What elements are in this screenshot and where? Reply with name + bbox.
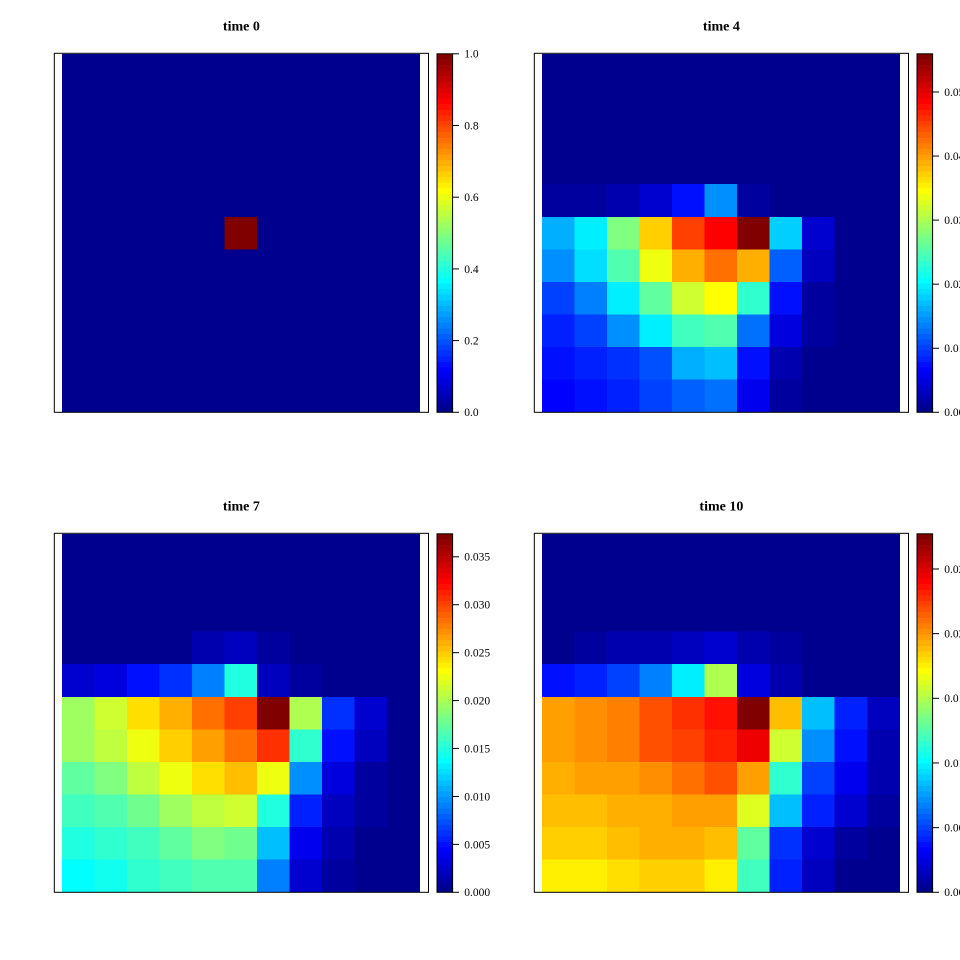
svg-text:0.015: 0.015 [944, 693, 960, 705]
svg-text:0.01: 0.01 [944, 343, 960, 355]
svg-text:0.4: 0.4 [464, 264, 479, 276]
svg-text:0.025: 0.025 [944, 564, 960, 576]
svg-text:0.6: 0.6 [464, 192, 479, 204]
svg-text:0.00: 0.00 [944, 407, 960, 419]
svg-text:time 0: time 0 [223, 20, 260, 35]
svg-text:0.025: 0.025 [464, 648, 490, 660]
svg-text:time 4: time 4 [703, 20, 740, 35]
svg-text:0.005: 0.005 [944, 823, 960, 835]
svg-text:0.020: 0.020 [944, 629, 960, 641]
svg-text:1.0: 1.0 [464, 49, 479, 61]
svg-text:0.03: 0.03 [944, 215, 960, 227]
svg-text:0.030: 0.030 [464, 600, 490, 612]
svg-text:0.2: 0.2 [464, 336, 479, 348]
svg-text:0.02: 0.02 [944, 279, 960, 291]
svg-text:0.000: 0.000 [944, 887, 960, 899]
svg-text:time 7: time 7 [223, 500, 260, 515]
svg-text:0.05: 0.05 [944, 87, 960, 99]
svg-text:0.010: 0.010 [464, 791, 490, 803]
svg-text:0.005: 0.005 [464, 839, 490, 851]
svg-text:0.8: 0.8 [464, 120, 479, 132]
svg-text:0.010: 0.010 [944, 758, 960, 770]
svg-text:0.000: 0.000 [464, 887, 490, 899]
svg-text:0.0: 0.0 [464, 407, 479, 419]
svg-text:0.04: 0.04 [944, 151, 960, 163]
svg-text:0.015: 0.015 [464, 743, 490, 755]
svg-text:0.035: 0.035 [464, 552, 490, 564]
svg-text:time 10: time 10 [699, 500, 743, 515]
svg-text:0.020: 0.020 [464, 695, 490, 707]
